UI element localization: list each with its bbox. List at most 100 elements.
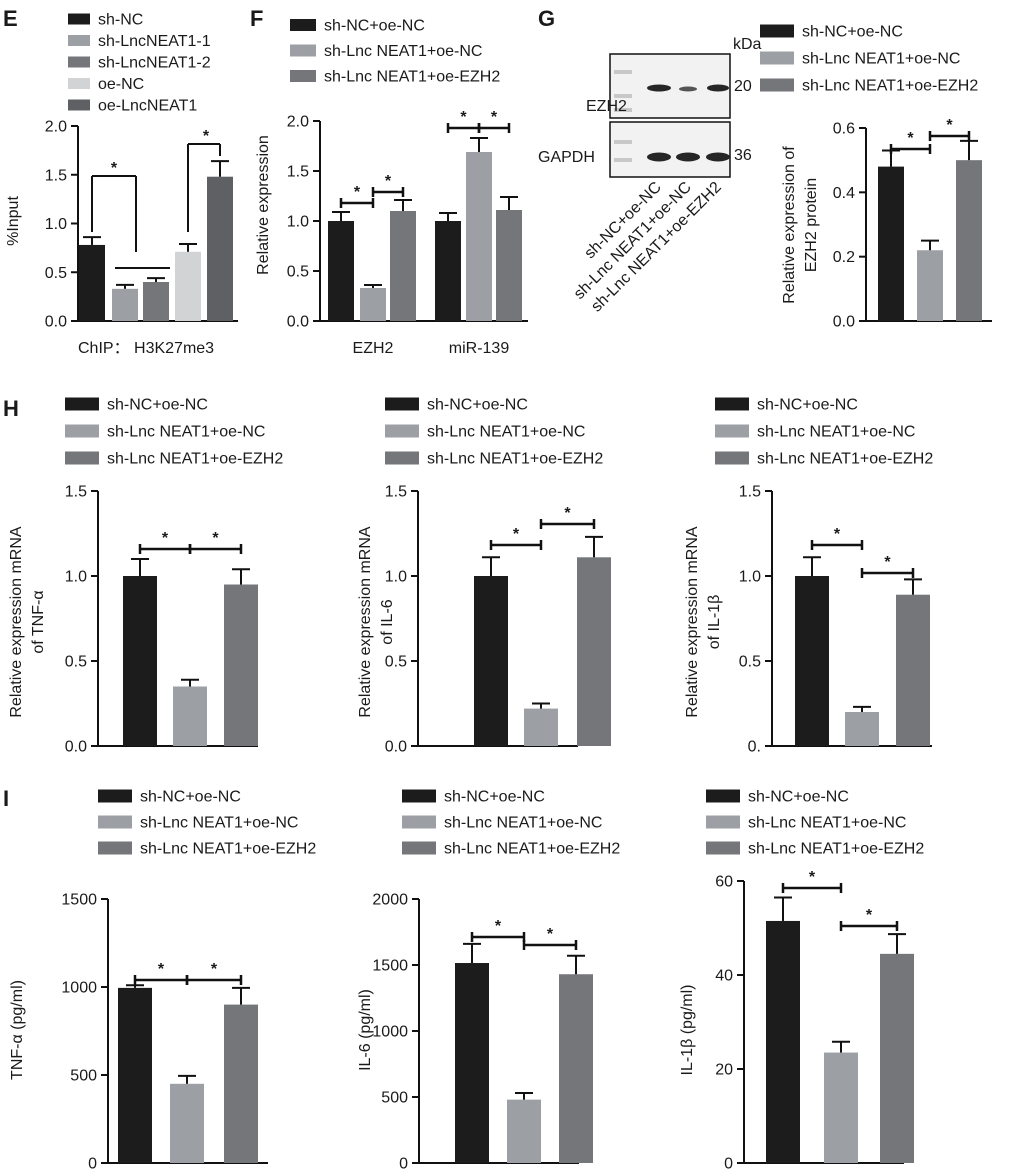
panel-letter: H [3,396,19,421]
legend-swatch [98,815,132,829]
panel-letter: F [250,6,263,31]
legend-label: sh-Lnc NEAT1+oe-NC [748,815,906,832]
significance-star: * [547,926,554,943]
bar [175,251,201,321]
legend-swatch [98,841,132,855]
significance-star: * [495,918,502,935]
legend-label: oe-NC [98,76,144,93]
significance-star: * [203,128,210,145]
y-tick-label: 1.0 [45,216,67,233]
legend-swatch [715,397,749,411]
bar [79,244,105,321]
y-tick-label: 500 [70,1068,97,1085]
blot-frame-gapdh [609,121,731,178]
legend-swatch [760,78,794,92]
y-tick-label: 0.2 [833,249,855,266]
legend-swatch [290,19,316,31]
significance-star: * [809,869,816,886]
legend-swatch [402,841,436,855]
significance-star: * [212,530,219,547]
bar [466,152,492,321]
y-tick-label: 0.4 [833,185,855,202]
significance-star: * [211,961,218,978]
legend-swatch [68,35,90,46]
blot-lane-label: sh-Lnc NEAT1+oe-NC [571,179,695,303]
bar [896,594,930,746]
bar [917,250,943,321]
bar [507,1099,541,1163]
y-axis-title: Relative expression [255,135,272,275]
bar [824,1052,858,1163]
legend-label: sh-Lnc NEAT1+oe-NC [140,815,298,832]
bar [878,166,904,321]
y-tick-label: 60 [715,874,733,891]
legend-label: sh-Lnc NEAT1+oe-EZH2 [107,451,283,468]
legend-swatch [402,789,436,803]
significance-star: * [946,117,953,134]
significance-star: * [907,130,914,147]
bar [224,1004,258,1163]
y-tick-label: 0. [748,739,761,756]
y-tick-label: 1.5 [65,484,87,501]
significance-star: * [385,173,392,190]
significance-star: * [158,961,165,978]
y-axis-title: TNF-α (pg/ml) [9,980,26,1080]
bar [880,953,914,1163]
y-axis-title: EZH2 protein [803,178,820,272]
y-axis-title: %Input [5,196,22,246]
legend-swatch [385,424,419,438]
panel-letter: I [3,786,9,811]
blot-kda-label: 36 [734,147,752,164]
legend-label: sh-NC+oe-NC [757,397,858,414]
y-tick-label: 0.5 [45,265,67,282]
legend-swatch [65,451,99,465]
bar [224,584,258,746]
significance-star: * [513,526,520,543]
y-axis-title: Relative expression mRNA [8,526,25,718]
legend-label: sh-LncNEAT1-2 [98,55,211,72]
y-tick-label: 0.0 [385,739,407,756]
blot-marker-band [614,108,632,112]
y-tick-label: 1.5 [385,484,407,501]
y-axis-title: Relative expression mRNA [684,526,701,718]
legend-label: sh-NC+oe-NC [444,789,545,806]
legend-swatch [760,51,794,65]
legend-swatch [290,70,316,82]
y-tick-label: 1.0 [739,569,761,586]
y-tick-label: 1.5 [45,167,67,184]
blot-marker-band [614,94,632,98]
legend-swatch [65,397,99,411]
legend-swatch [68,78,90,89]
legend-swatch [402,815,436,829]
blot-band [706,152,730,162]
blot-band [707,84,729,92]
bar [170,1083,204,1163]
bar [435,221,461,321]
legend-swatch [706,841,740,855]
y-tick-label: 0.0 [287,314,309,331]
bar [455,963,489,1163]
y-axis-title: Relative expression of [781,146,798,304]
legend-label: sh-Lnc NEAT1+oe-NC [802,51,960,68]
blot-marker-band [614,70,632,74]
legend-label: sh-NC [98,12,143,29]
y-tick-label: 0 [724,1156,733,1173]
legend-label: sh-NC+oe-NC [748,789,849,806]
y-tick-label: 0.0 [45,314,67,331]
bar [207,176,233,321]
bar [328,221,354,321]
y-tick-label: 40 [715,968,733,985]
legend-swatch [68,99,90,111]
legend-label: sh-Lnc NEAT1+oe-EZH2 [444,841,620,858]
y-axis-title: of IL-6 [379,599,396,644]
significance-star: * [866,907,873,924]
significance-star: * [162,530,169,547]
legend-label: sh-NC+oe-NC [802,24,903,41]
bar [173,686,207,746]
blot-band [679,86,697,92]
bar [474,576,508,746]
legend-label: sh-Lnc NEAT1+oe-NC [324,43,482,60]
y-axis-title: IL-1β (pg/ml) [679,985,696,1076]
legend-swatch [715,451,749,465]
legend-swatch [715,424,749,438]
